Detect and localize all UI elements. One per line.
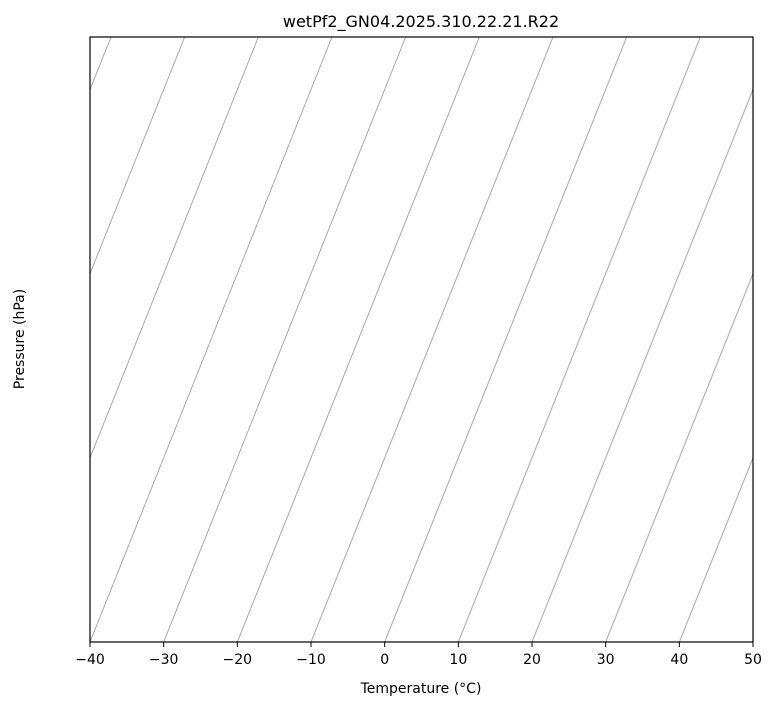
x-tick-label: −10 xyxy=(296,652,326,668)
plot-frame xyxy=(89,36,754,643)
axes: −40−30−20−100102030405010009008007006005… xyxy=(75,642,762,668)
isotherm-line xyxy=(90,37,186,276)
isotherm-line xyxy=(531,88,753,642)
x-tick-label: 20 xyxy=(523,652,541,668)
isotherm-line xyxy=(752,640,753,642)
isotherm-line xyxy=(310,37,554,642)
x-tick-label: 10 xyxy=(449,652,467,668)
isotherm-line xyxy=(90,37,333,642)
x-tick-label: 30 xyxy=(597,652,615,668)
isotherm-line xyxy=(163,37,407,642)
background-lines xyxy=(90,37,753,642)
x-tick-label: −30 xyxy=(149,652,179,668)
x-tick-label: −40 xyxy=(75,652,105,668)
x-axis-label: Temperature (°C) xyxy=(360,681,482,697)
isotherm-line xyxy=(236,37,480,642)
x-tick-label: 50 xyxy=(744,652,762,668)
isotherm-line xyxy=(678,456,753,642)
isotherm-line xyxy=(384,37,628,642)
x-tick-label: −20 xyxy=(223,652,253,668)
y-axis-label: Pressure (hPa) xyxy=(12,289,28,389)
isotherm-line xyxy=(90,37,259,460)
x-tick-label: 40 xyxy=(670,652,688,668)
isotherm-line xyxy=(457,37,701,642)
chart-title: wetPf2_GN04.2025.310.22.21.R22 xyxy=(283,12,559,32)
isotherm-line xyxy=(605,272,753,642)
x-tick-label: 0 xyxy=(380,652,389,668)
